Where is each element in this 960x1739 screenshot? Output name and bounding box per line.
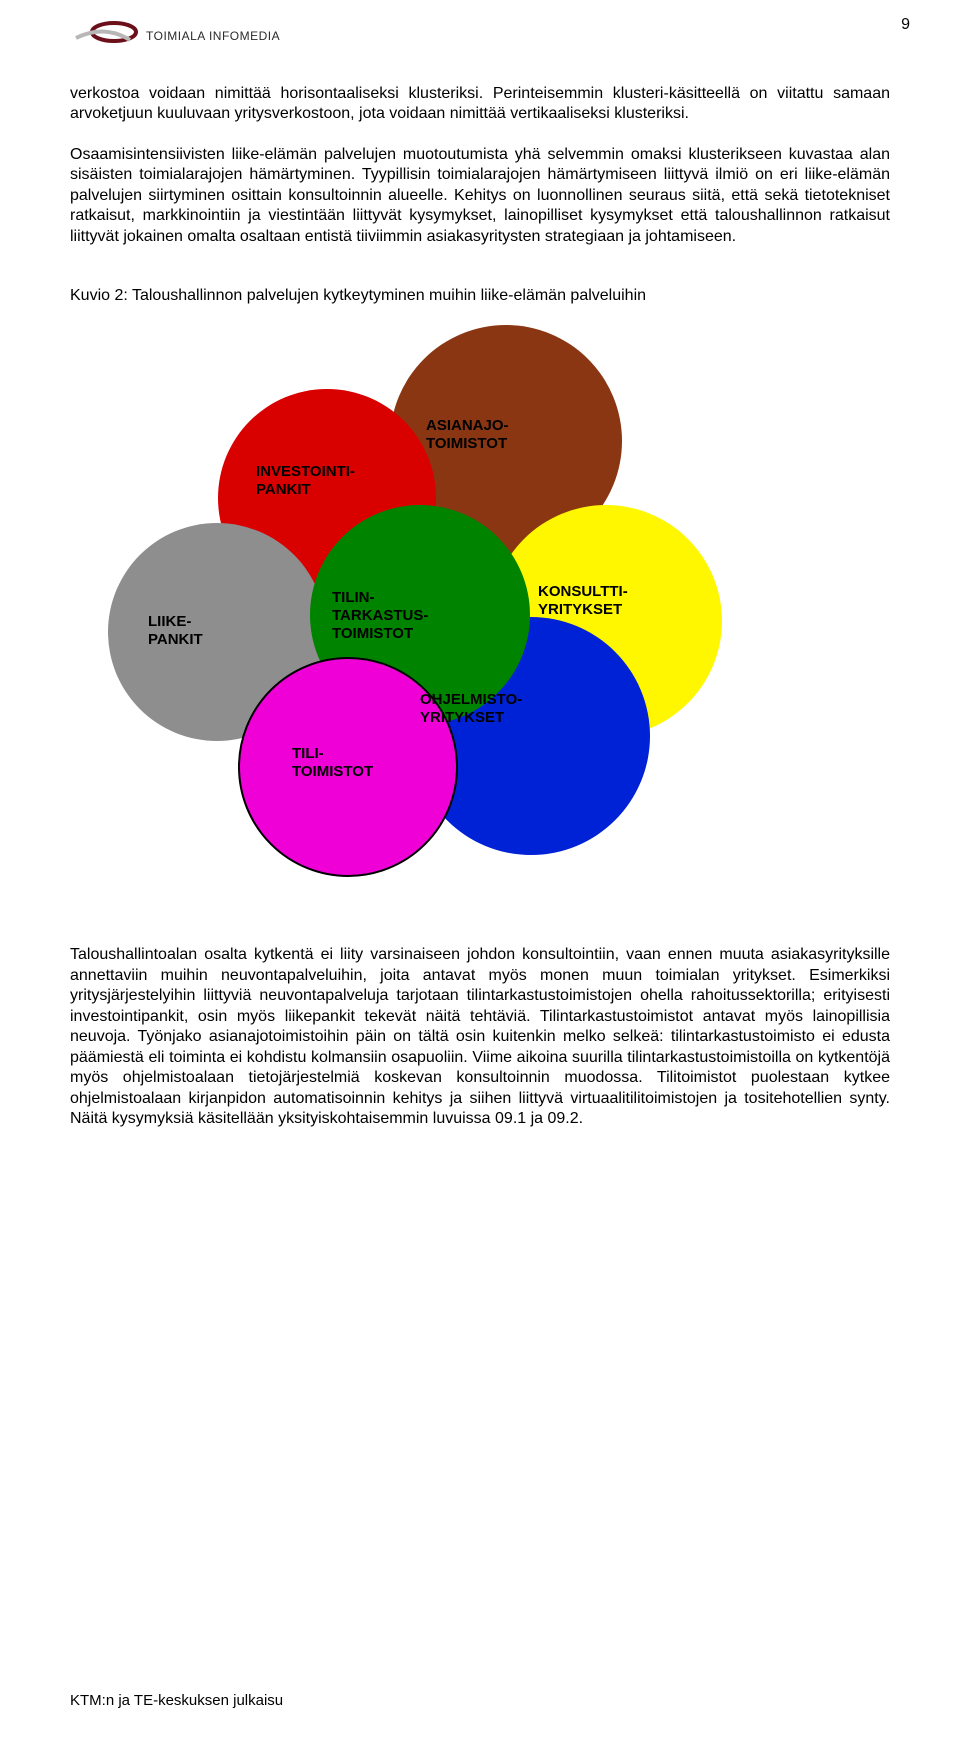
circle-label-tilintarkastus: TILIN- TARKASTUS- TOIMISTOT — [332, 589, 428, 642]
circle-label-ohjelmisto: OHJELMISTO- YRITYKSET — [420, 691, 522, 726]
brand-label: TOIMIALA INFOMEDIA — [146, 29, 280, 43]
circle-label-liikepankit: LIIKE- PANKIT — [148, 613, 203, 648]
circle-label-konsultti: KONSULTTI- YRITYKSET — [538, 583, 628, 618]
paragraph-3: Taloushallintoalan osalta kytkentä ei li… — [70, 945, 890, 1129]
cluster-diagram: ASIANAJO- TOIMISTOT INVESTOINTI- PANKIT LI… — [70, 325, 890, 885]
circle-label-tilitoimistot: TILI- TOIMISTOT — [292, 745, 373, 780]
page-container: 9 TOIMIALA INFOMEDIA verkostoa voidaan n… — [0, 0, 960, 1739]
brand: TOIMIALA INFOMEDIA — [70, 18, 890, 54]
footer-text: KTM:n ja TE-keskuksen julkaisu — [70, 1692, 283, 1709]
circle-label-asianajo: ASIANAJO- TOIMISTOT — [426, 417, 509, 452]
brand-logo-icon — [70, 18, 140, 54]
page-number: 9 — [901, 16, 910, 34]
circle-label-investointi: INVESTOINTI- PANKIT — [256, 463, 355, 498]
paragraph-2: Osaamisintensiivisten liike-elämän palve… — [70, 145, 890, 247]
paragraph-1: verkostoa voidaan nimittää horisontaalis… — [70, 84, 890, 125]
figure-caption: Kuvio 2: Taloushallinnon palvelujen kytk… — [70, 287, 890, 305]
